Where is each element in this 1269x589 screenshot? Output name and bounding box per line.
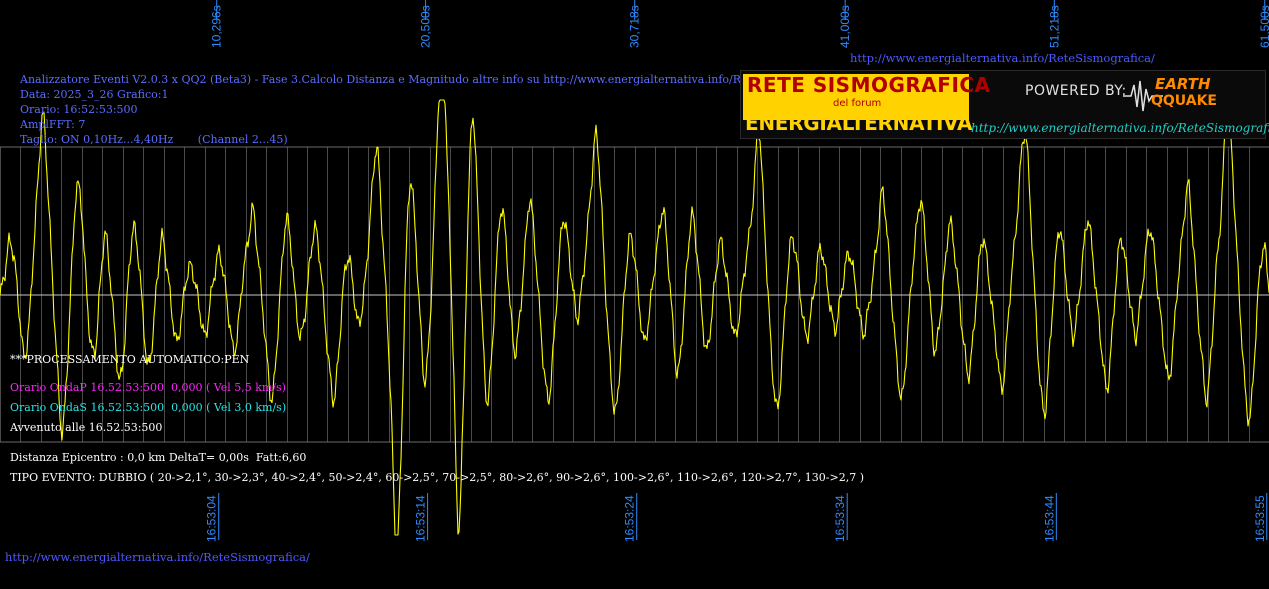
logo-url: http://www.energialternativa.info/ReteSi… [971, 121, 1269, 135]
earthquake-brand-bottom: QQUAKE [1151, 93, 1217, 109]
seconds-tick-label: 41,000s [838, 5, 852, 48]
seconds-axis: 10,296s 20,500s 30,718s 41,000s 51,218s 61,50… [210, 0, 1269, 48]
event-type: TIPO EVENTO: DUBBIO ( 20->2,1°, 30->2,3°… [10, 471, 864, 484]
processing-status: ***PROCESSAMENTO AUTOMATICO:PEN [10, 353, 250, 366]
p-wave-time: Orario OndaP 16.52.53:500 0,000 ( Vel 5,… [10, 381, 286, 394]
rete-sismografica-logo[interactable]: RETE SISMOGRAFICA del forum ENERGIALTERN… [740, 70, 1269, 139]
amplfft-line: AmplFFT: 7 [20, 118, 86, 131]
seconds-tick-label: 10,296s [210, 5, 224, 48]
time-tick-label: 16:53:34 [833, 495, 847, 542]
seconds-tick-label: 20,500s [419, 5, 433, 48]
seismogram-icon [1123, 80, 1163, 112]
epicenter-distance: Distanza Epicentro : 0,0 km DeltaT= 0,00… [10, 451, 307, 464]
time-tick-label: 16:53:24 [623, 495, 637, 542]
powered-by-label: POWERED BY: [1025, 83, 1127, 99]
logo-yellow-panel [743, 74, 969, 120]
logo-subtitle: del forum [833, 98, 882, 109]
seconds-tick-label: 61,500s [1258, 5, 1269, 48]
event-time: Avvenuto alle 16.52.53:500 [10, 421, 163, 434]
analyzer-title: Analizzatore Eventi V2.0.3 x QQ2 (Beta3)… [20, 73, 786, 86]
time-axis: 16:53:04 16:53:14 16:53:24 16:53:34 16:53:44… [205, 493, 1268, 542]
bottom-url-link[interactable]: http://www.energialternativa.info/ReteSi… [5, 550, 310, 564]
time-tick-label: 16:53:55 [1253, 495, 1267, 542]
earthquake-brand-top: EARTH [1155, 75, 1211, 93]
time-tick-label: 16:53:04 [205, 495, 219, 542]
filter-line: Taglio: ON 0,10Hz...4,40Hz (Channel 2...… [20, 133, 288, 146]
s-wave-time: Orario OndaS 16.52.53:500 0,000 ( Vel 3,… [10, 401, 287, 414]
date-line: Data: 2025_3_26 Grafico:1 [20, 88, 169, 101]
time-tick-label: 16:53:14 [414, 495, 428, 542]
logo-title: RETE SISMOGRAFICA [747, 73, 991, 97]
top-url-link[interactable]: http://www.energialternativa.info/ReteSi… [850, 51, 1155, 65]
seismic-trace [0, 99, 1269, 536]
seconds-tick-label: 51,218s [1047, 5, 1061, 48]
seconds-tick-label: 30,718s [628, 5, 642, 48]
time-tick-label: 16:53:44 [1042, 495, 1056, 542]
time-line: Orario: 16:52:53:500 [20, 103, 138, 116]
logo-forum-name: ENERGIALTERNATIVA [745, 111, 973, 135]
